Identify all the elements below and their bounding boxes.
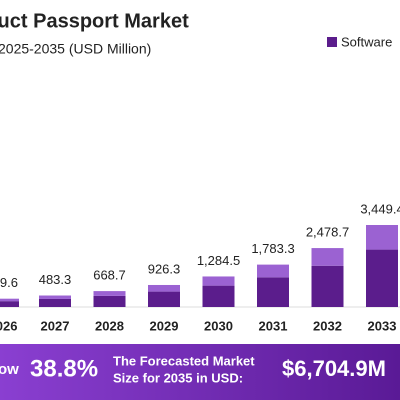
bar-segment [311, 248, 344, 266]
bar-segment [39, 298, 71, 307]
value-label: 668.7 [93, 268, 126, 283]
bar-segment [202, 285, 235, 307]
bar-segment [93, 291, 126, 296]
chart-subtitle: 2025-2035 (USD Million) [0, 41, 151, 57]
bar-segment [148, 291, 180, 307]
x-tick-label: 2031 [259, 318, 288, 333]
x-tick-label: 2027 [41, 318, 70, 333]
bar-segment [0, 298, 19, 302]
x-tick-label: 2026 [0, 318, 17, 333]
x-tick-label: 2028 [95, 318, 124, 333]
legend-swatch [327, 37, 337, 47]
forecast: $6,704.9M [282, 356, 386, 381]
bar-segment [202, 276, 235, 286]
legend-label: Software [341, 34, 392, 49]
bar-segment [366, 249, 398, 307]
x-tick-label: 2032 [313, 318, 342, 333]
value-label: 3,449.4 [360, 201, 400, 216]
forecast-label: Size for 2035 in USD: [113, 370, 243, 385]
cagr: 38.8% [30, 355, 98, 382]
chart-title: Product Passport Market [0, 10, 189, 32]
bar-segment [93, 295, 126, 307]
cagr-label: ow [0, 361, 19, 378]
bar-segment [39, 295, 71, 299]
value-label: 483.3 [39, 272, 72, 287]
bar-segment [257, 264, 289, 278]
value-label: 926.3 [148, 261, 181, 276]
x-tick-label: 2029 [150, 318, 179, 333]
bar-segment [0, 301, 19, 307]
bar-segment [257, 277, 289, 307]
value-label: 1,284.5 [197, 253, 240, 268]
bar-segment [366, 225, 398, 250]
value-label: 1,783.3 [251, 241, 294, 256]
value-label: 349.6 [0, 275, 18, 290]
bar-segment [148, 284, 180, 292]
x-tick-label: 2033 [368, 318, 397, 333]
bar-segment [311, 265, 344, 307]
banner [0, 344, 400, 400]
forecast-label: The Forecasted Market [113, 353, 255, 368]
x-tick-label: 2030 [204, 318, 233, 333]
value-label: 2,478.7 [306, 225, 349, 240]
